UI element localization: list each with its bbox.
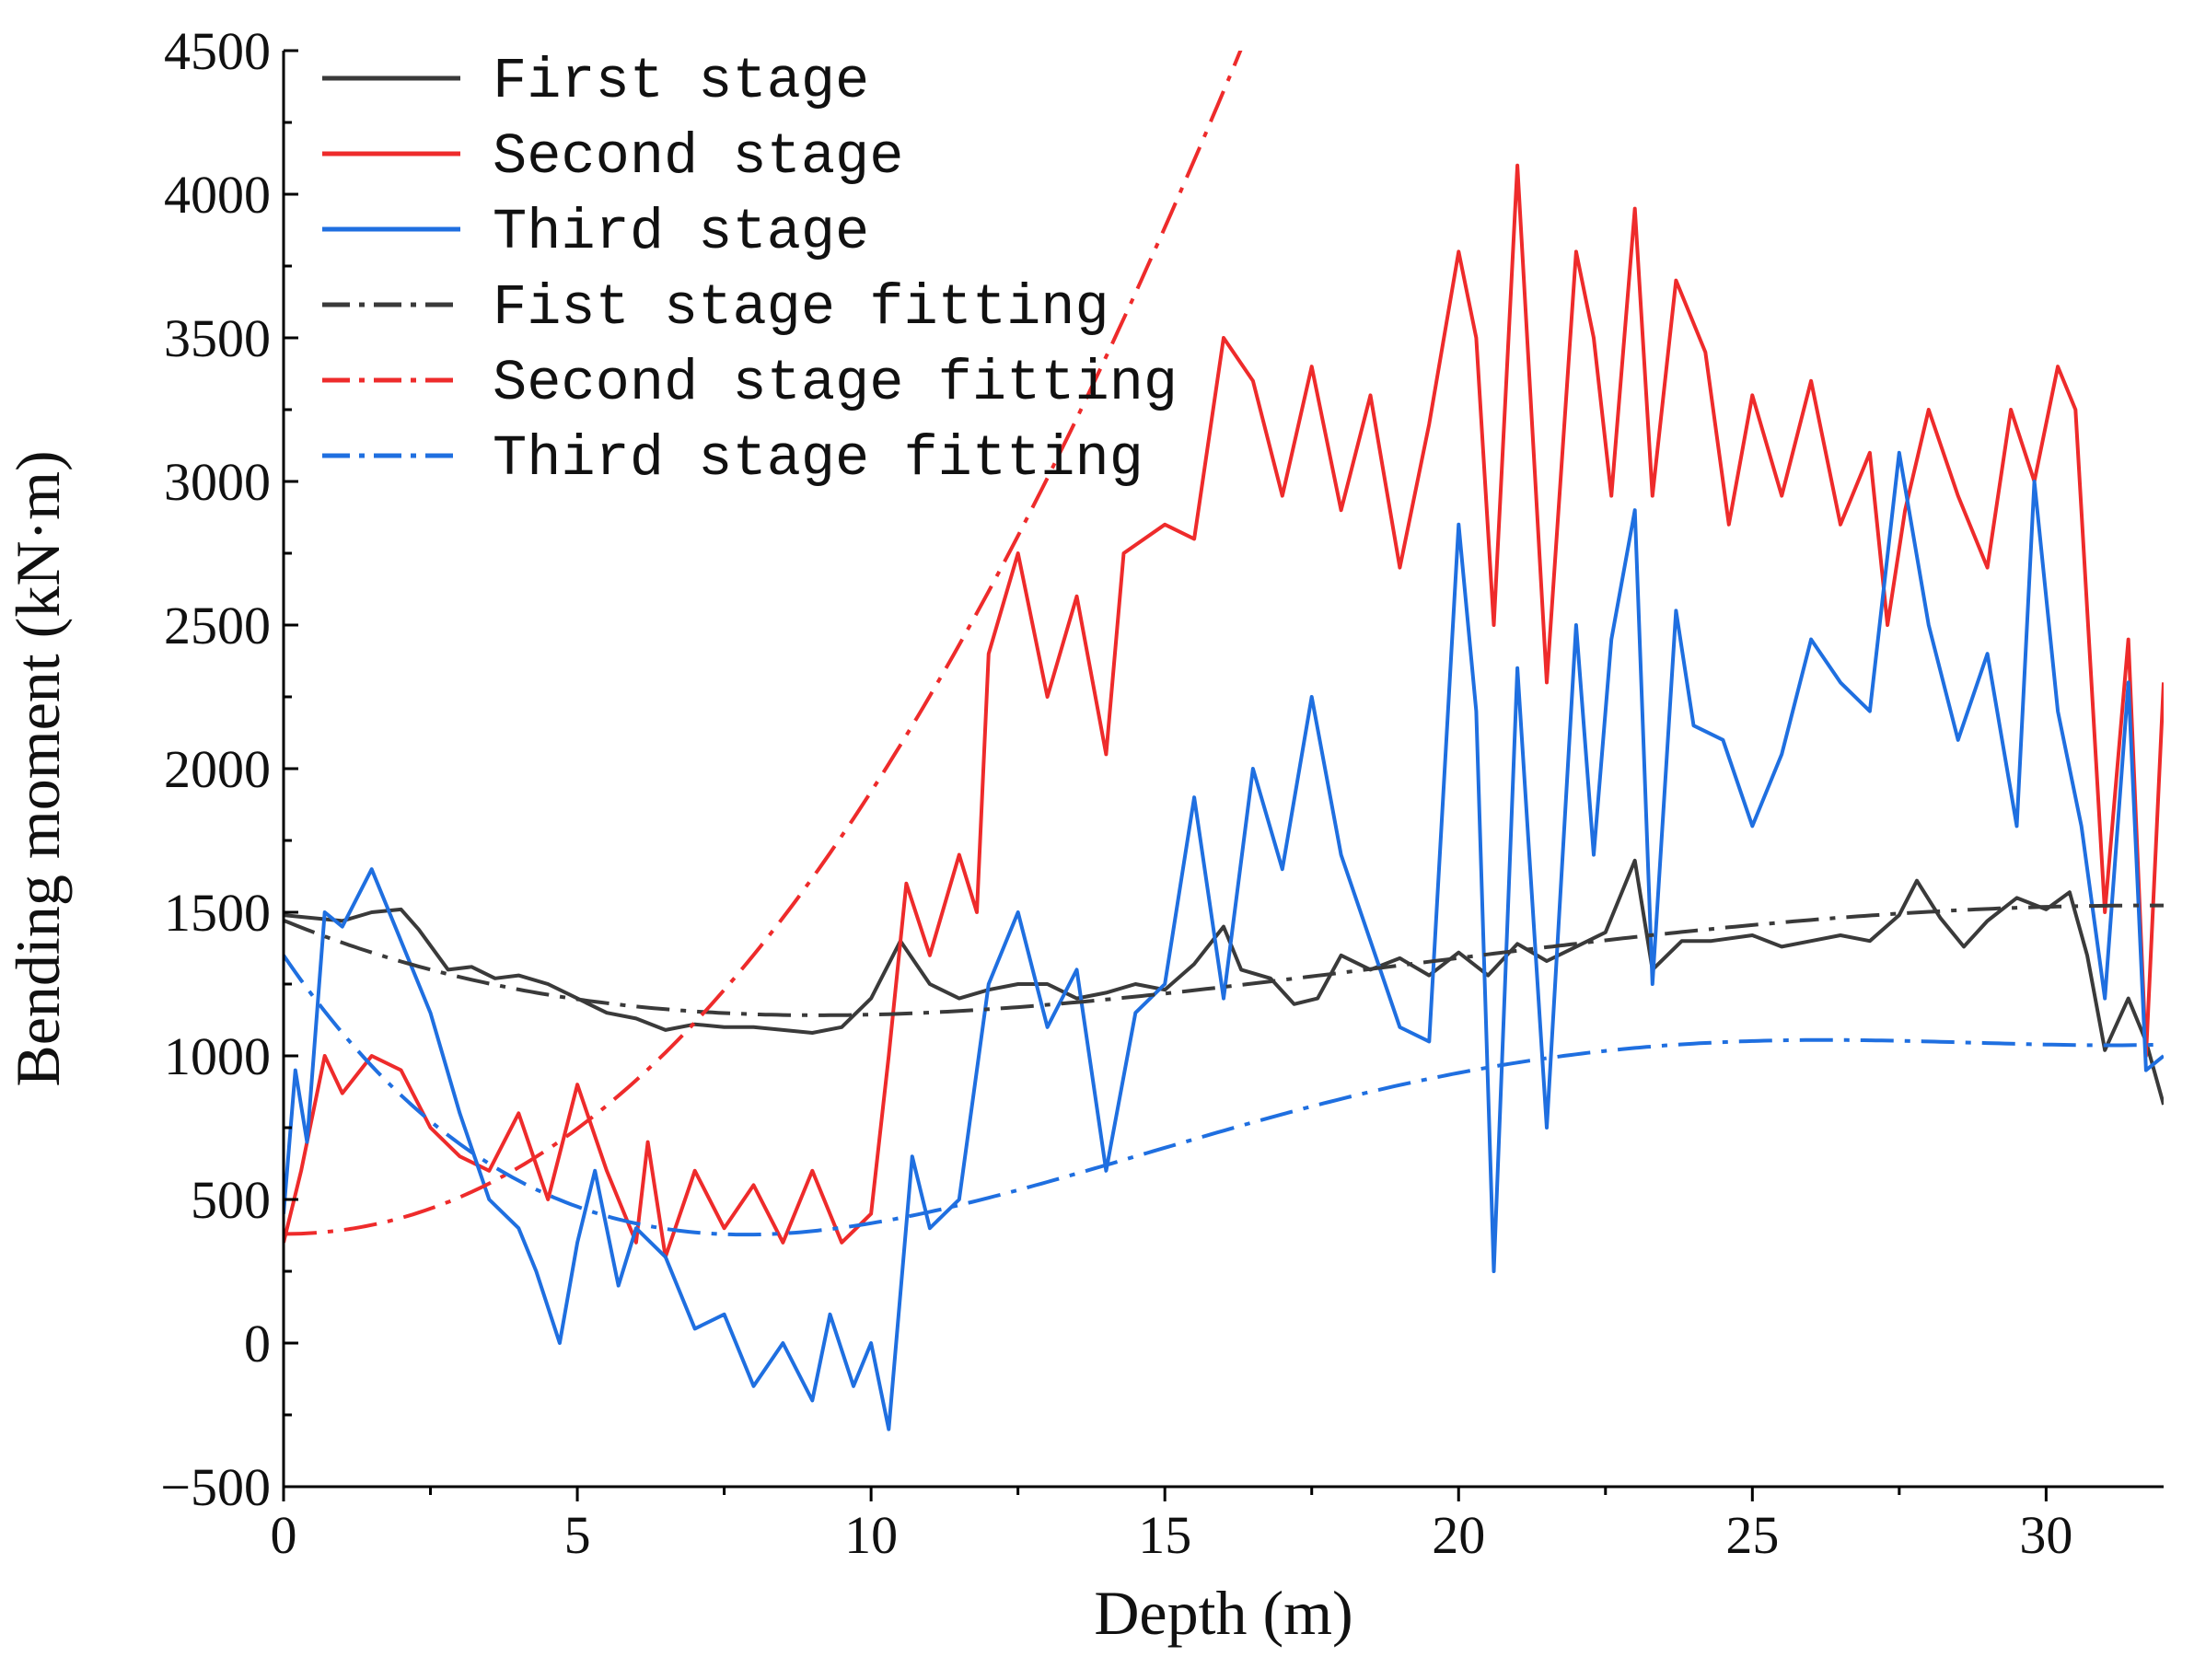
legend-label-first-stage: First stage	[493, 49, 869, 114]
x-tick-label: 20	[1432, 1505, 1485, 1565]
y-tick-label: −500	[160, 1457, 271, 1517]
y-tick-label: 1500	[164, 883, 271, 943]
x-tick-label: 30	[2019, 1505, 2072, 1565]
x-axis-title: Depth (m)	[1094, 1578, 1352, 1648]
series-second-stage	[284, 163, 2164, 1259]
y-tick-label: 500	[191, 1170, 271, 1230]
x-tick-label: 5	[564, 1505, 591, 1565]
series-layer	[284, 51, 2164, 1431]
legend-label-second-stage-fitting: Second stage fitting	[493, 351, 1178, 416]
series-third-stage-fitting	[284, 954, 2164, 1237]
y-tick-label: 1000	[164, 1026, 271, 1086]
x-tick-label: 0	[271, 1505, 297, 1565]
series-fist-stage-fitting	[284, 903, 2164, 1017]
legend-label-second-stage: Second stage	[493, 124, 903, 190]
legend: First stage Second stage Third stage Fist s…	[322, 49, 1178, 492]
series-third-stage	[284, 450, 2164, 1431]
y-tick-label: 0	[244, 1314, 271, 1373]
y-tick-label: 4500	[164, 21, 271, 81]
legend-label-third-stage: Third stage	[493, 200, 869, 265]
y-tick-label: 4000	[164, 165, 271, 225]
y-tick-label: 2000	[164, 739, 271, 799]
axes-layer: −500050010001500200025003000350040004500…	[160, 21, 2164, 1565]
x-tick-label: 10	[844, 1505, 898, 1565]
series-first-stage	[284, 858, 2164, 1106]
legend-label-third-stage-fitting: Third stage fitting	[493, 426, 1143, 492]
legend-label-fist-stage-fitting: Fist stage fitting	[493, 275, 1109, 341]
y-tick-label: 3500	[164, 308, 271, 368]
x-tick-label: 25	[1725, 1505, 1779, 1565]
y-axis-title: Bending moment (kN·m)	[3, 450, 73, 1086]
y-tick-label: 3000	[164, 452, 271, 512]
y-tick-label: 2500	[164, 596, 271, 655]
x-tick-label: 15	[1138, 1505, 1191, 1565]
